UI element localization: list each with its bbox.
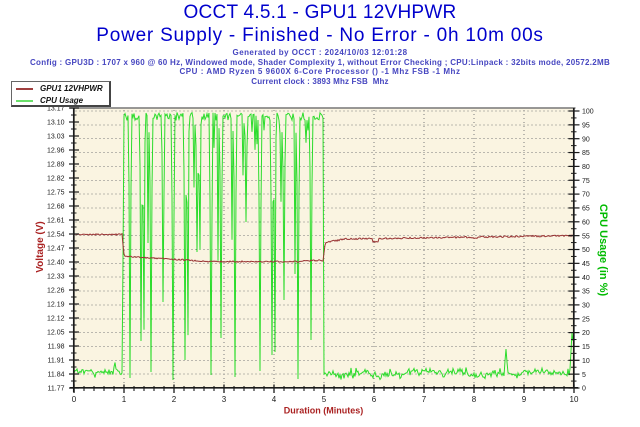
svg-text:0: 0 xyxy=(582,386,586,393)
svg-text:90: 90 xyxy=(582,136,590,143)
svg-text:11.91: 11.91 xyxy=(48,358,65,365)
svg-text:95: 95 xyxy=(582,122,590,129)
svg-text:11.77: 11.77 xyxy=(48,386,65,393)
svg-text:12.47: 12.47 xyxy=(47,246,65,253)
svg-text:12.68: 12.68 xyxy=(47,204,65,211)
svg-text:13.17: 13.17 xyxy=(47,106,65,113)
svg-text:3: 3 xyxy=(222,395,227,404)
svg-text:12.26: 12.26 xyxy=(47,288,65,295)
svg-text:60: 60 xyxy=(582,219,590,226)
svg-text:12.96: 12.96 xyxy=(47,148,65,155)
svg-text:11.84: 11.84 xyxy=(48,372,65,379)
svg-text:8: 8 xyxy=(472,395,477,404)
svg-text:1: 1 xyxy=(122,395,127,404)
svg-text:13.03: 13.03 xyxy=(47,134,65,141)
svg-text:0: 0 xyxy=(72,395,77,404)
svg-text:12.54: 12.54 xyxy=(47,232,65,239)
svg-text:25: 25 xyxy=(582,316,590,323)
svg-text:10: 10 xyxy=(570,395,579,404)
svg-text:40: 40 xyxy=(582,275,590,282)
svg-text:15: 15 xyxy=(582,344,590,351)
svg-text:5: 5 xyxy=(582,372,586,379)
svg-text:CPU Usage (in %): CPU Usage (in %) xyxy=(597,204,609,297)
svg-text:30: 30 xyxy=(582,303,590,310)
svg-text:80: 80 xyxy=(582,164,590,171)
svg-text:5: 5 xyxy=(322,395,327,404)
svg-text:75: 75 xyxy=(582,178,590,185)
svg-text:45: 45 xyxy=(582,261,590,268)
svg-text:2: 2 xyxy=(172,395,177,404)
svg-text:10: 10 xyxy=(582,358,590,365)
svg-text:55: 55 xyxy=(582,233,590,240)
svg-text:7: 7 xyxy=(422,395,427,404)
svg-text:100: 100 xyxy=(582,109,594,116)
svg-text:70: 70 xyxy=(582,192,590,199)
svg-text:9: 9 xyxy=(522,395,527,404)
svg-text:20: 20 xyxy=(582,330,590,337)
svg-text:6: 6 xyxy=(372,395,377,404)
svg-text:13.10: 13.10 xyxy=(47,120,65,127)
svg-text:Duration (Minutes): Duration (Minutes) xyxy=(284,405,364,415)
svg-text:11.98: 11.98 xyxy=(48,344,65,351)
svg-text:Voltage (V): Voltage (V) xyxy=(35,221,46,272)
svg-text:65: 65 xyxy=(582,206,590,213)
svg-text:12.05: 12.05 xyxy=(47,330,65,337)
svg-text:50: 50 xyxy=(582,247,590,254)
svg-text:12.75: 12.75 xyxy=(47,190,65,197)
svg-text:35: 35 xyxy=(582,289,590,296)
svg-text:85: 85 xyxy=(582,150,590,157)
svg-text:4: 4 xyxy=(272,395,277,404)
svg-text:12.89: 12.89 xyxy=(47,162,65,169)
svg-text:12.40: 12.40 xyxy=(47,260,65,267)
svg-text:12.82: 12.82 xyxy=(47,176,65,183)
svg-text:12.33: 12.33 xyxy=(47,274,65,281)
svg-text:12.19: 12.19 xyxy=(47,302,65,309)
svg-text:12.12: 12.12 xyxy=(47,316,65,323)
svg-text:12.61: 12.61 xyxy=(47,218,65,225)
